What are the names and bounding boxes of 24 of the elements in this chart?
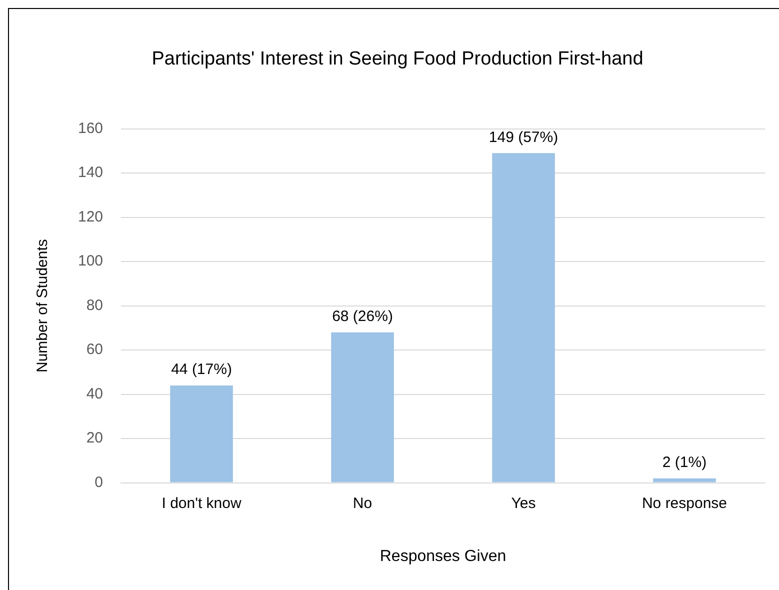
y-tick-label: 160 xyxy=(78,120,104,137)
x-tick-label: No xyxy=(352,494,372,512)
bar xyxy=(492,153,555,482)
x-tick-label: No response xyxy=(642,494,728,512)
y-tick-label: 100 xyxy=(78,252,104,270)
y-tick-label: 40 xyxy=(86,385,104,402)
data-label: 44 (17%) xyxy=(171,361,232,378)
y-axis-title: Number of Students xyxy=(34,239,52,373)
bar xyxy=(653,478,716,482)
y-tick-label: 120 xyxy=(78,208,104,226)
y-tick-label: 20 xyxy=(86,430,104,447)
x-axis-title: Responses Given xyxy=(380,548,506,565)
bar xyxy=(331,332,394,482)
data-label: 149 (57%) xyxy=(488,128,558,146)
data-label: 2 (1%) xyxy=(662,454,707,472)
y-tick-label: 60 xyxy=(86,341,104,358)
chart-title: Participants' Interest in Seeing Food Production First-hand xyxy=(152,48,644,70)
data-label: 68 (26%) xyxy=(332,308,393,325)
x-tick-label: Yes xyxy=(511,494,536,512)
y-tick-label: 140 xyxy=(78,164,104,182)
y-tick-label: 80 xyxy=(86,296,104,314)
bar xyxy=(170,385,233,482)
y-tick-label: 0 xyxy=(94,474,104,491)
x-tick-label: I don't know xyxy=(162,494,242,512)
